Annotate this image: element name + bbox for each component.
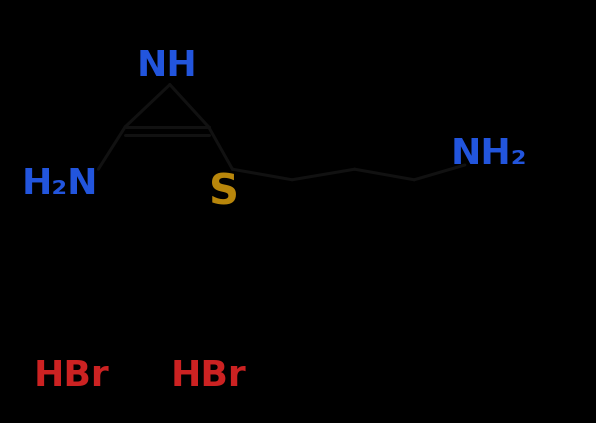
Text: S: S bbox=[209, 171, 238, 214]
Text: NH₂: NH₂ bbox=[451, 137, 527, 171]
Text: NH: NH bbox=[136, 49, 197, 82]
Text: H₂N: H₂N bbox=[21, 167, 98, 201]
Text: HBr: HBr bbox=[170, 360, 247, 393]
Text: HBr: HBr bbox=[33, 360, 110, 393]
